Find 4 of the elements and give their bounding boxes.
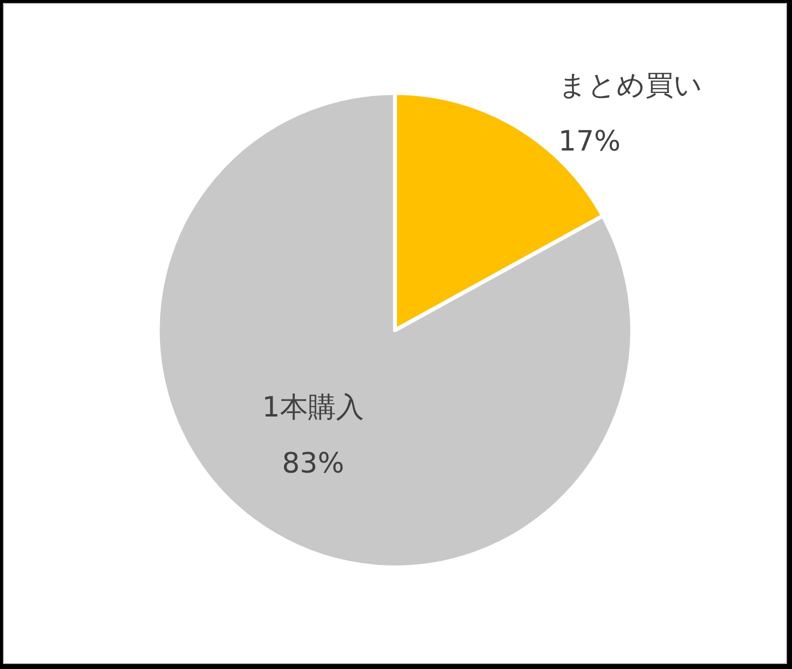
slice-label: 1本購入 [262,390,364,424]
data-label: 17% [558,124,621,158]
slice-label: まとめ買い [558,68,702,102]
data-label: 83% [282,446,344,480]
